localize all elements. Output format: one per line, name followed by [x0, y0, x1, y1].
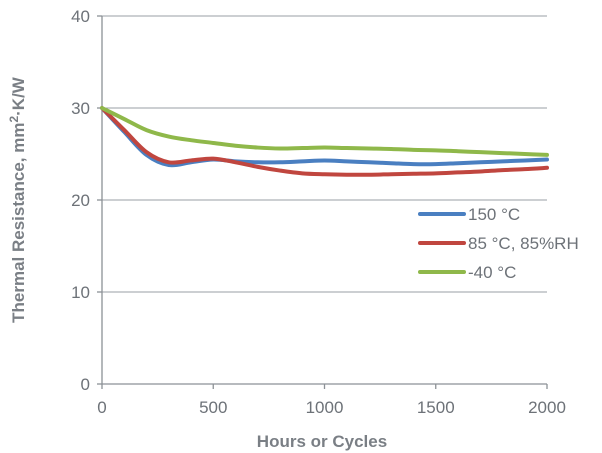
- x-tick-label-2000: 2000: [528, 398, 566, 417]
- y-tick-label-40: 40: [71, 7, 90, 26]
- grid-lines: [102, 15, 547, 293]
- series-line-2: [100, 106, 549, 157]
- legend-label-0: 150 °C: [468, 205, 520, 224]
- y-tick-label-0: 0: [81, 375, 90, 394]
- y-tick-label-10: 10: [71, 283, 90, 302]
- y-axis-title: Thermal Resistance, mm2·K/W: [7, 76, 28, 323]
- x-tick-labels: 0 500 1000 1500 2000: [97, 398, 566, 417]
- x-tick-label-1000: 1000: [306, 398, 344, 417]
- series-line-0: [100, 106, 549, 168]
- series-line-1: [100, 106, 549, 177]
- y-tick-labels: 0 10 20 30 40: [71, 7, 90, 394]
- series-lines: [100, 106, 549, 177]
- x-tick-label-1500: 1500: [417, 398, 455, 417]
- legend-label-1: 85 °C, 85%RH: [468, 234, 579, 253]
- y-tick-label-30: 30: [71, 99, 90, 118]
- x-axis-title: Hours or Cycles: [257, 432, 387, 451]
- legend: 150 °C 85 °C, 85%RH -40 °C: [418, 205, 579, 282]
- legend-label-2: -40 °C: [468, 263, 516, 282]
- axes: [97, 15, 548, 389]
- y-tick-label-20: 20: [71, 191, 90, 210]
- x-tick-label-500: 500: [199, 398, 227, 417]
- x-tick-label-0: 0: [97, 398, 106, 417]
